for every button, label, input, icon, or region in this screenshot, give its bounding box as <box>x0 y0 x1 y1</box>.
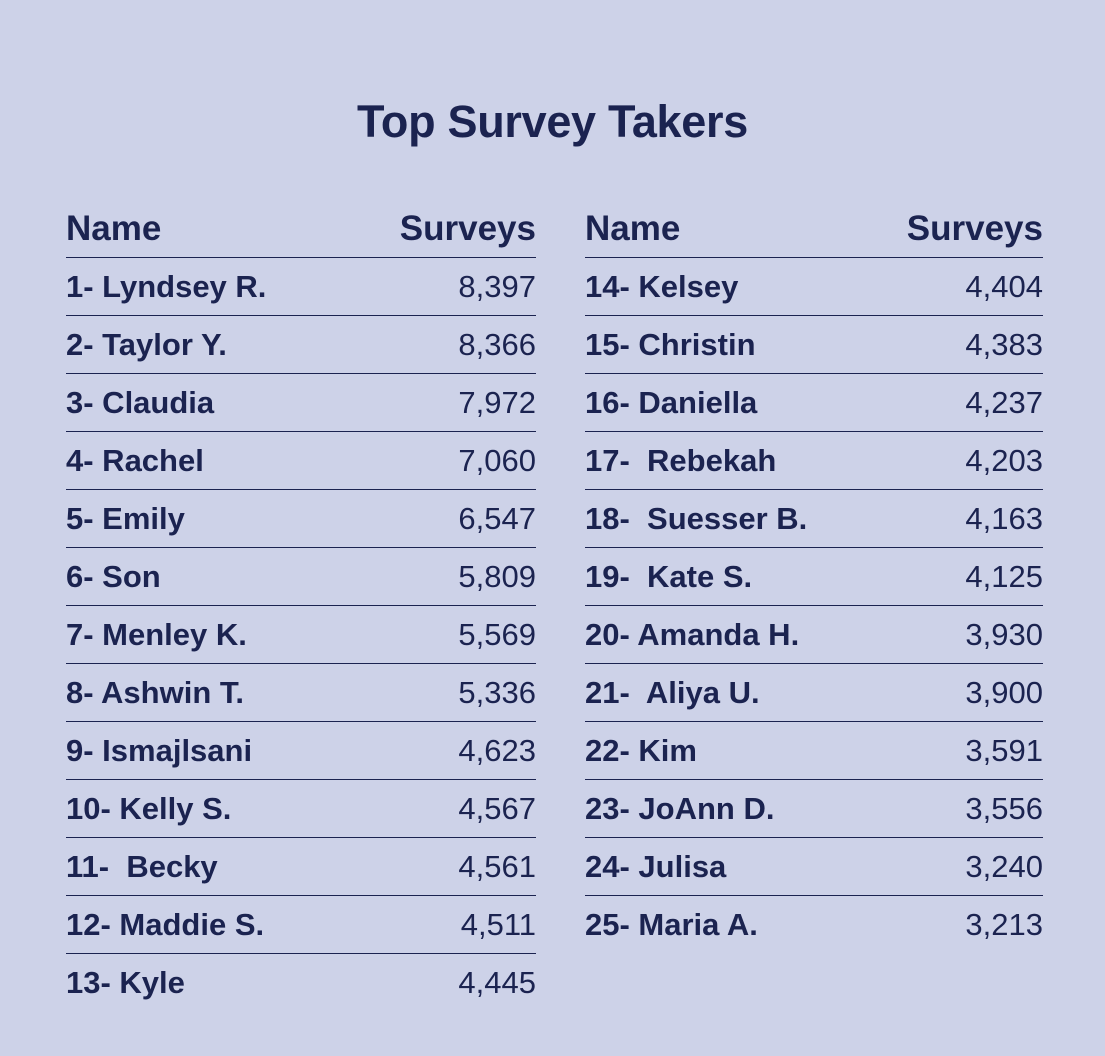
taker-name: 19- Kate S. <box>585 558 753 594</box>
survey-count: 3,930 <box>965 616 1043 652</box>
table-row: 18- Suesser B. 4,163 <box>585 490 1043 548</box>
survey-count: 6,547 <box>458 500 536 536</box>
page-title: Top Survey Takers <box>357 96 748 147</box>
table-row: 2- Taylor Y. 8,366 <box>66 316 536 374</box>
survey-count: 4,404 <box>965 268 1043 304</box>
survey-count: 4,125 <box>965 558 1043 594</box>
table-row: 9- Ismajlsani 4,623 <box>66 722 536 780</box>
taker-name: 16- Daniella <box>585 384 758 420</box>
table-row: 14- Kelsey 4,404 <box>585 258 1043 316</box>
survey-count: 4,163 <box>965 500 1043 536</box>
taker-name: 23- JoAnn D. <box>585 790 775 826</box>
survey-count: 8,366 <box>458 326 536 362</box>
taker-name: 20- Amanda H. <box>585 616 800 652</box>
taker-name: 22- Kim <box>585 732 697 768</box>
table-row: 24- Julisa 3,240 <box>585 838 1043 896</box>
survey-count: 3,900 <box>965 674 1043 710</box>
table-header: Name Surveys <box>585 200 1043 258</box>
table-row: 8- Ashwin T. 5,336 <box>66 664 536 722</box>
survey-count: 4,383 <box>965 326 1043 362</box>
table-row: 21- Aliya U. 3,900 <box>585 664 1043 722</box>
survey-count: 3,213 <box>965 907 1043 942</box>
taker-name: 1- Lyndsey R. <box>66 268 267 304</box>
table-row: 10- Kelly S. 4,567 <box>66 780 536 838</box>
taker-name: 25- Maria A. <box>585 907 758 942</box>
survey-count: 3,240 <box>965 848 1043 884</box>
table-row: 16- Daniella 4,237 <box>585 374 1043 432</box>
taker-name: 7- Menley K. <box>66 616 247 652</box>
table-row: 11- Becky 4,561 <box>66 838 536 896</box>
taker-name: 6- Son <box>66 558 161 594</box>
header-name: Name <box>66 208 162 248</box>
survey-count: 4,445 <box>458 965 536 1000</box>
taker-name: 11- Becky <box>66 848 218 884</box>
taker-name: 21- Aliya U. <box>585 674 760 710</box>
taker-name: 10- Kelly S. <box>66 790 232 826</box>
taker-name: 13- Kyle <box>66 965 185 1000</box>
taker-name: 12- Maddie S. <box>66 906 265 942</box>
survey-count: 4,561 <box>458 848 536 884</box>
table-row: 17- Rebekah 4,203 <box>585 432 1043 490</box>
taker-name: 3- Claudia <box>66 384 215 420</box>
survey-count: 4,623 <box>458 732 536 768</box>
survey-count: 3,556 <box>965 790 1043 826</box>
survey-count: 4,567 <box>458 790 536 826</box>
table-row: 7- Menley K. 5,569 <box>66 606 536 664</box>
survey-count: 7,972 <box>458 384 536 420</box>
table-column-right: Name Surveys 14- Kelsey 4,404 15- Christin… <box>585 200 1043 954</box>
table-row: 4- Rachel 7,060 <box>66 432 536 490</box>
table-row: 5- Emily 6,547 <box>66 490 536 548</box>
taker-name: 8- Ashwin T. <box>66 674 244 710</box>
table-header: Name Surveys <box>66 200 536 258</box>
table-row: 6- Son 5,809 <box>66 548 536 606</box>
taker-name: 24- Julisa <box>585 848 727 884</box>
survey-count: 4,203 <box>965 442 1043 478</box>
taker-name: 2- Taylor Y. <box>66 326 227 362</box>
header-name: Name <box>585 208 681 248</box>
table-body: 14- Kelsey 4,404 15- Christin 4,383 16- Dani… <box>585 258 1043 954</box>
taker-name: 9- Ismajlsani <box>66 732 253 768</box>
survey-count: 3,591 <box>965 732 1043 768</box>
survey-count: 5,809 <box>458 558 536 594</box>
table-row: 25- Maria A. 3,213 <box>585 896 1043 954</box>
survey-count: 5,336 <box>458 674 536 710</box>
table-row: 22- Kim 3,591 <box>585 722 1043 780</box>
survey-count: 4,511 <box>460 906 536 942</box>
table-row: 15- Christin 4,383 <box>585 316 1043 374</box>
taker-name: 4- Rachel <box>66 442 204 478</box>
table-row: 12- Maddie S. 4,511 <box>66 896 536 954</box>
survey-count: 4,237 <box>965 384 1043 420</box>
table-row: 1- Lyndsey R. 8,397 <box>66 258 536 316</box>
survey-count: 8,397 <box>458 268 536 304</box>
taker-name: 17- Rebekah <box>585 442 777 478</box>
table-body: 1- Lyndsey R. 8,397 2- Taylor Y. 8,366 3- Cl… <box>66 258 536 1012</box>
header-surveys: Surveys <box>399 208 536 248</box>
survey-count: 7,060 <box>458 442 536 478</box>
table-row: 23- JoAnn D. 3,556 <box>585 780 1043 838</box>
taker-name: 18- Suesser B. <box>585 500 808 536</box>
survey-count: 5,569 <box>458 616 536 652</box>
table-column-left: Name Surveys 1- Lyndsey R. 8,397 2- Taylor… <box>66 200 536 1012</box>
table-row: 13- Kyle 4,445 <box>66 954 536 1012</box>
header-surveys: Surveys <box>906 208 1043 248</box>
taker-name: 5- Emily <box>66 500 185 536</box>
taker-name: 14- Kelsey <box>585 268 739 304</box>
table-row: 19- Kate S. 4,125 <box>585 548 1043 606</box>
table-row: 3- Claudia 7,972 <box>66 374 536 432</box>
table-row: 20- Amanda H. 3,930 <box>585 606 1043 664</box>
taker-name: 15- Christin <box>585 326 756 362</box>
